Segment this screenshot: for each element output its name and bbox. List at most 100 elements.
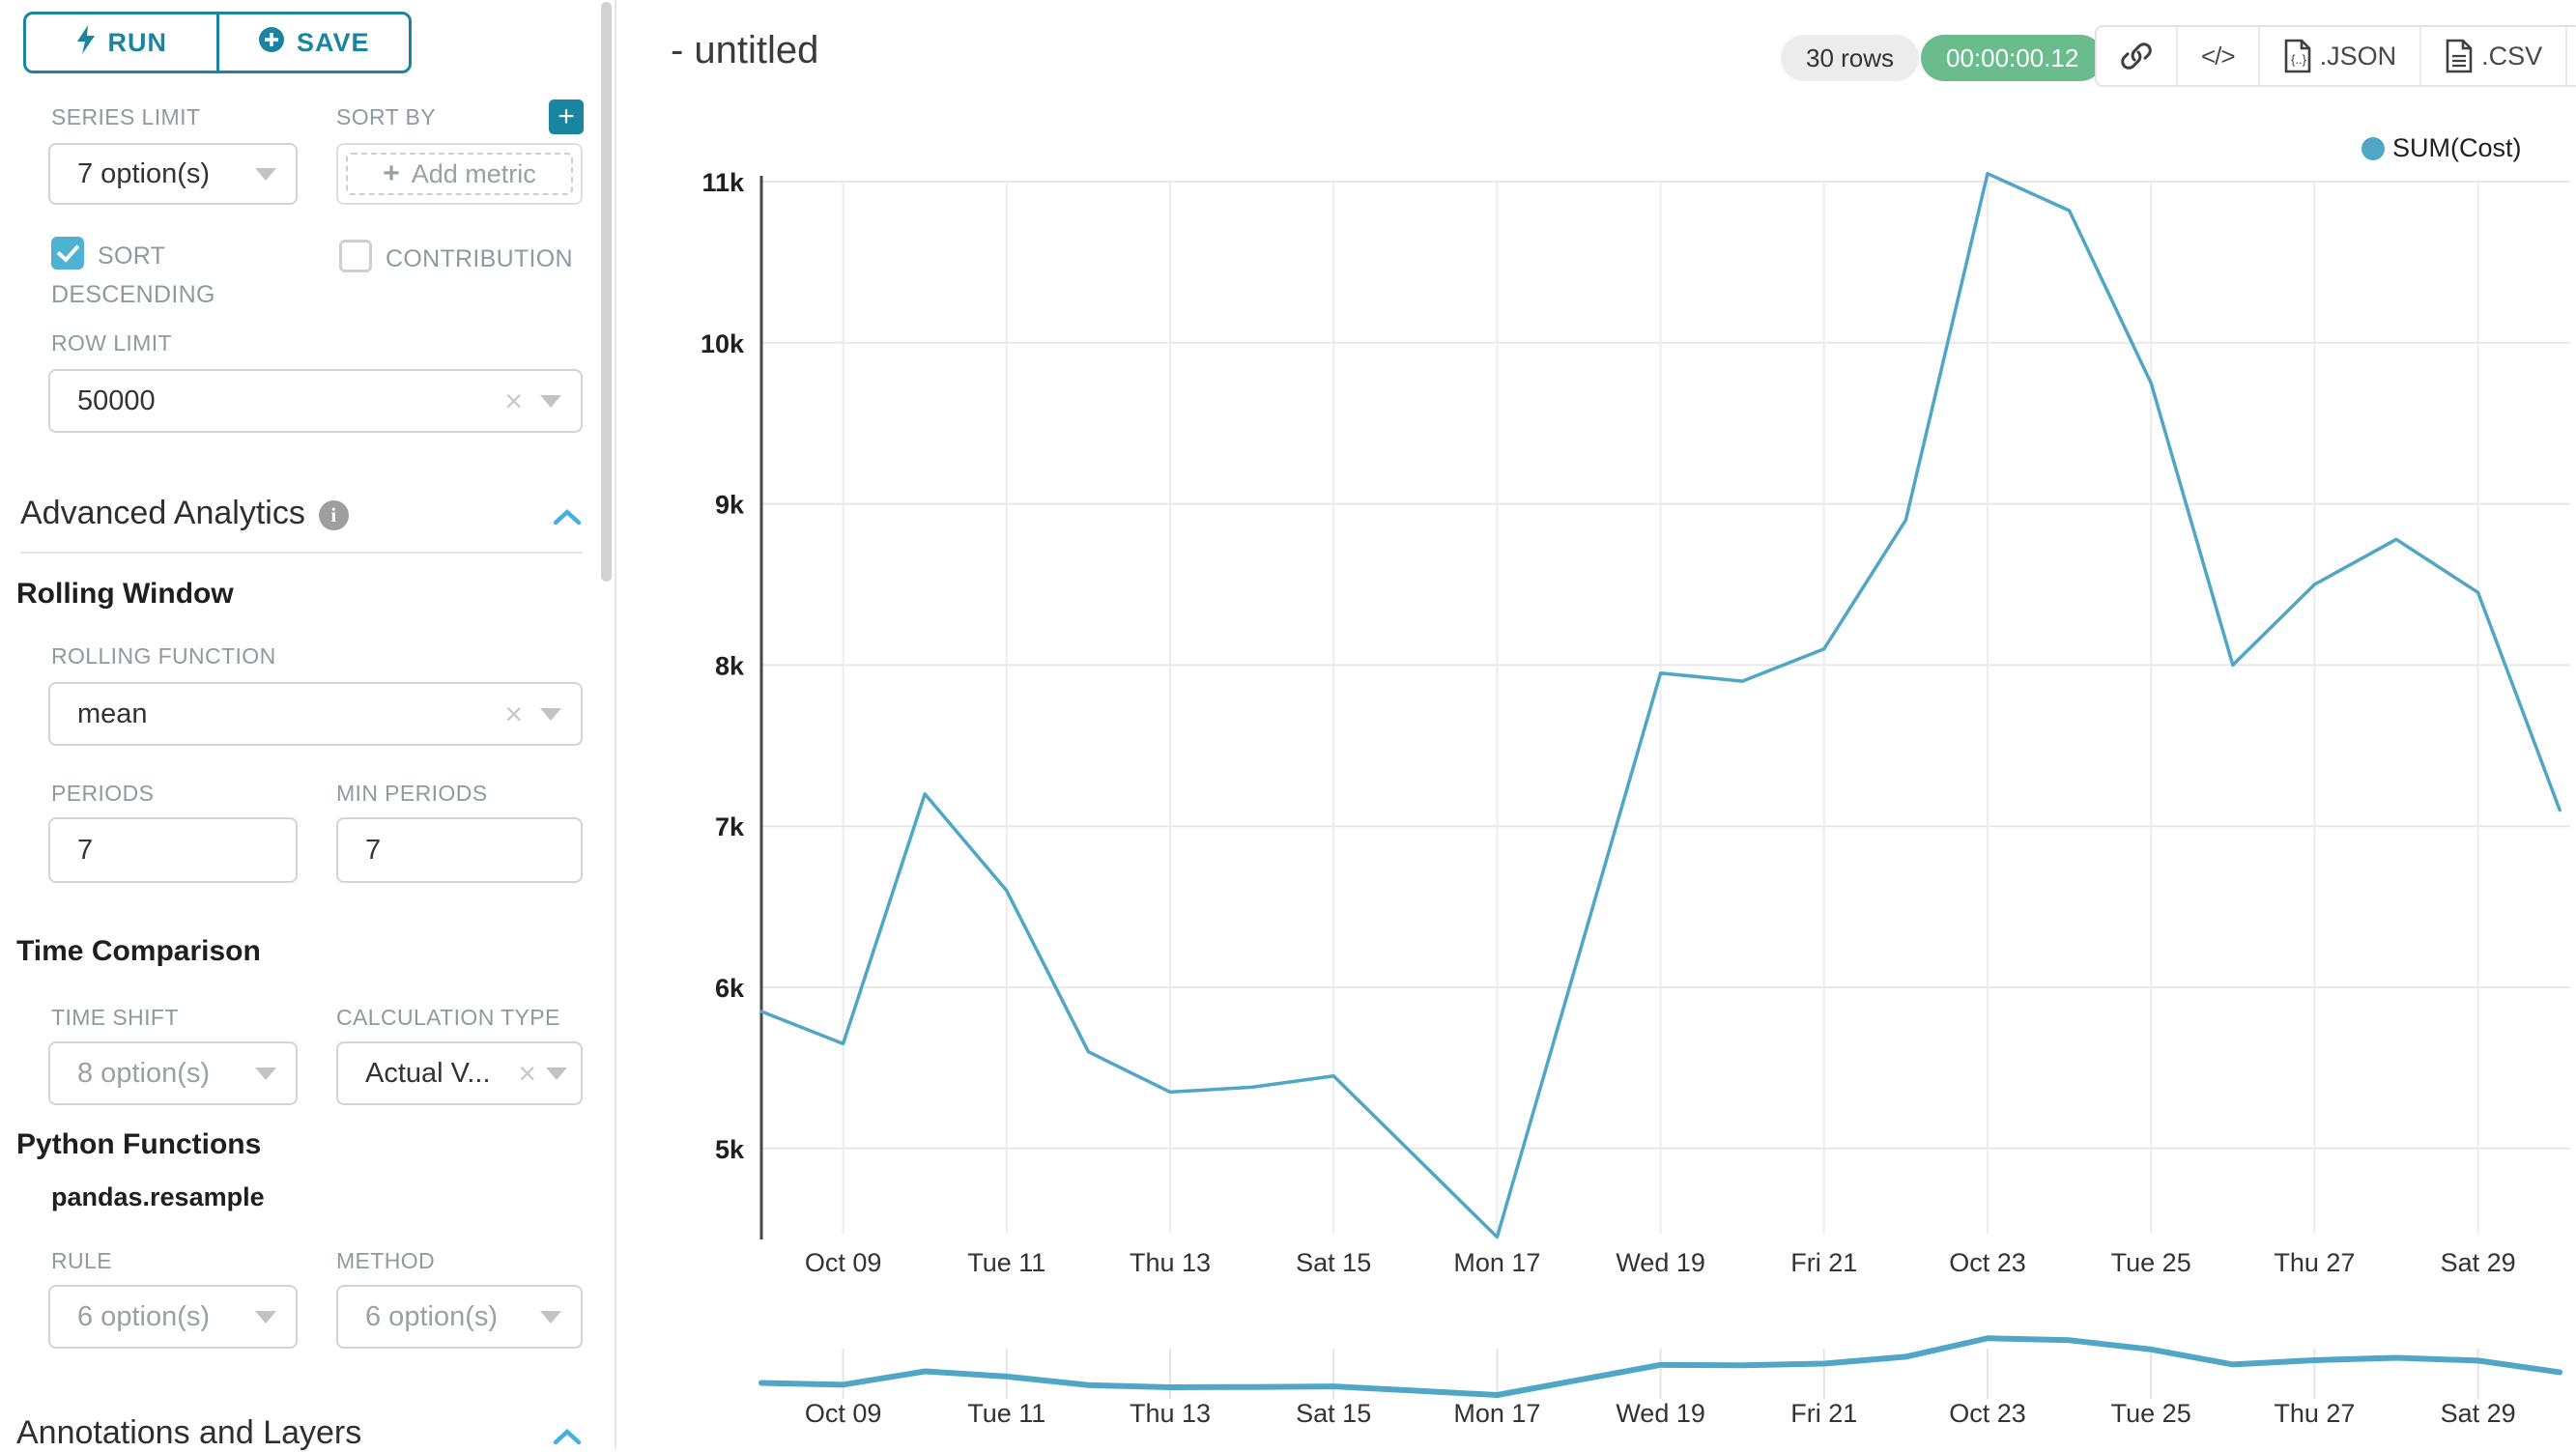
chart-menu-button[interactable] bbox=[2565, 27, 2576, 85]
query-timer-badge: 00:00:00.12 bbox=[1921, 35, 2104, 81]
legend-item-sum-cost[interactable]: SUM(Cost) bbox=[2361, 133, 2522, 163]
share-link-button[interactable] bbox=[2097, 27, 2176, 85]
periods-value: 7 bbox=[77, 834, 94, 866]
sidebar-scrollbar[interactable] bbox=[601, 2, 612, 582]
time-comparison-title: Time Comparison bbox=[16, 935, 261, 967]
svg-text:Sat 15: Sat 15 bbox=[1296, 1399, 1371, 1428]
annotations-layers-header[interactable]: Annotations and Layers bbox=[16, 1414, 362, 1451]
svg-text:Oct 09: Oct 09 bbox=[805, 1248, 882, 1277]
add-metric-label: Add metric bbox=[411, 158, 536, 188]
calculation-type-label: CALCULATION TYPE bbox=[336, 1005, 560, 1030]
svg-text:Tue 11: Tue 11 bbox=[967, 1248, 1045, 1277]
collapse-advanced-analytics-chevron-up-icon[interactable] bbox=[553, 508, 582, 526]
save-button[interactable]: SAVE bbox=[215, 14, 410, 71]
svg-text:Mon 17: Mon 17 bbox=[1453, 1399, 1540, 1428]
svg-text:5k: 5k bbox=[715, 1135, 745, 1164]
clear-icon[interactable]: × bbox=[504, 697, 523, 731]
rolling-function-label: ROLLING FUNCTION bbox=[51, 643, 276, 669]
clear-icon[interactable]: × bbox=[518, 1056, 536, 1091]
time-shift-label: TIME SHIFT bbox=[51, 1005, 179, 1030]
series-limit-label: SERIES LIMIT bbox=[51, 104, 201, 129]
svg-text:Mon 17: Mon 17 bbox=[1453, 1248, 1540, 1277]
chevron-down-icon bbox=[540, 707, 561, 721]
chevron-down-icon bbox=[255, 1310, 276, 1324]
chevron-down-icon bbox=[540, 394, 561, 408]
code-icon: </> bbox=[2201, 41, 2236, 71]
time-shift-select[interactable]: 8 option(s) bbox=[48, 1041, 298, 1105]
clear-icon[interactable]: × bbox=[504, 384, 523, 418]
svg-text:Tue 25: Tue 25 bbox=[2111, 1248, 2191, 1277]
svg-text:Sat 15: Sat 15 bbox=[1296, 1248, 1371, 1277]
row-limit-label: ROW LIMIT bbox=[51, 330, 172, 356]
chevron-down-icon bbox=[540, 1310, 561, 1324]
series-limit-value: 7 option(s) bbox=[77, 157, 211, 189]
row-limit-value: 50000 bbox=[77, 384, 156, 416]
export-csv-button[interactable]: .CSV bbox=[2419, 27, 2565, 85]
method-value: 6 option(s) bbox=[365, 1300, 499, 1332]
svg-text:Thu 13: Thu 13 bbox=[1130, 1399, 1211, 1428]
calculation-type-select[interactable]: Actual V... × bbox=[336, 1041, 583, 1105]
svg-text:Oct 23: Oct 23 bbox=[1949, 1399, 2026, 1428]
lightning-bolt-icon bbox=[75, 24, 97, 61]
section-divider bbox=[20, 552, 583, 554]
export-json-button[interactable]: {..} .JSON bbox=[2257, 27, 2420, 85]
svg-text:10k: 10k bbox=[701, 329, 745, 358]
sort-by-label: SORT BY bbox=[336, 104, 436, 129]
svg-text:Sat 29: Sat 29 bbox=[2441, 1399, 2516, 1428]
series-limit-select[interactable]: 7 option(s) bbox=[48, 143, 298, 205]
svg-text:11k: 11k bbox=[701, 168, 745, 197]
svg-text:Sat 29: Sat 29 bbox=[2441, 1248, 2516, 1277]
svg-text:Oct 09: Oct 09 bbox=[805, 1399, 882, 1428]
run-button[interactable]: RUN bbox=[26, 14, 216, 71]
rolling-window-title: Rolling Window bbox=[16, 578, 234, 610]
min-periods-value: 7 bbox=[365, 834, 382, 866]
svg-text:6k: 6k bbox=[715, 974, 745, 1003]
csv-button-label: .CSV bbox=[2481, 41, 2543, 71]
svg-text:Fri 21: Fri 21 bbox=[1790, 1399, 1857, 1428]
svg-text:Tue 11: Tue 11 bbox=[967, 1399, 1045, 1428]
min-periods-label: MIN PERIODS bbox=[336, 781, 488, 806]
sort-descending-label: SORT DESCENDING bbox=[51, 242, 215, 308]
contribution-label: CONTRIBUTION bbox=[386, 245, 573, 272]
method-select[interactable]: 6 option(s) bbox=[336, 1285, 583, 1349]
svg-text:Thu 13: Thu 13 bbox=[1130, 1248, 1211, 1277]
svg-text:Wed 19: Wed 19 bbox=[1616, 1248, 1705, 1277]
rolling-function-value: mean bbox=[77, 698, 148, 729]
contribution-checkbox[interactable] bbox=[339, 240, 372, 272]
rule-select[interactable]: 6 option(s) bbox=[48, 1285, 298, 1349]
embed-code-button[interactable]: </> bbox=[2176, 27, 2258, 85]
save-button-label: SAVE bbox=[296, 27, 370, 57]
chevron-down-icon bbox=[546, 1067, 567, 1080]
collapse-annotations-chevron-up-icon[interactable] bbox=[553, 1428, 582, 1445]
csv-file-icon bbox=[2446, 39, 2473, 73]
export-toolbar: </> {..} .JSON .CSV bbox=[2095, 25, 2576, 87]
row-count-badge: 30 rows bbox=[1781, 35, 1920, 81]
svg-text:9k: 9k bbox=[715, 491, 745, 520]
json-file-icon: {..} bbox=[2284, 39, 2310, 73]
svg-text:Thu 27: Thu 27 bbox=[2274, 1248, 2355, 1277]
link-icon bbox=[2121, 43, 2152, 70]
control-panel: RUN SAVE SERIES LIMIT 7 option(s) SORT B… bbox=[0, 0, 616, 1451]
sort-by-add-metric[interactable]: + Add metric bbox=[336, 143, 583, 205]
plus-circle-icon bbox=[258, 26, 285, 60]
add-sort-metric-button[interactable]: + bbox=[549, 100, 584, 134]
periods-label: PERIODS bbox=[51, 781, 155, 806]
sort-descending-checkbox[interactable] bbox=[51, 237, 84, 270]
rolling-function-select[interactable]: mean × bbox=[48, 682, 583, 746]
calculation-type-value: Actual V... bbox=[365, 1057, 491, 1089]
rule-label: RULE bbox=[51, 1248, 112, 1273]
chevron-down-icon bbox=[255, 1067, 276, 1080]
min-periods-input[interactable]: 7 bbox=[336, 817, 583, 883]
chevron-down-icon bbox=[255, 167, 276, 181]
rule-value: 6 option(s) bbox=[77, 1300, 211, 1332]
plus-icon: + bbox=[383, 157, 400, 189]
svg-text:Fri 21: Fri 21 bbox=[1790, 1248, 1857, 1277]
row-limit-select[interactable]: 50000 × bbox=[48, 369, 583, 433]
chart-title[interactable]: - untitled bbox=[671, 29, 819, 71]
advanced-analytics-header[interactable]: Advanced Analytics i bbox=[20, 495, 349, 532]
periods-input[interactable]: 7 bbox=[48, 817, 298, 883]
run-save-button-group: RUN SAVE bbox=[23, 12, 412, 73]
svg-text:Wed 19: Wed 19 bbox=[1616, 1399, 1705, 1428]
json-button-label: .JSON bbox=[2319, 41, 2397, 71]
legend-dot-icon bbox=[2361, 136, 2385, 160]
